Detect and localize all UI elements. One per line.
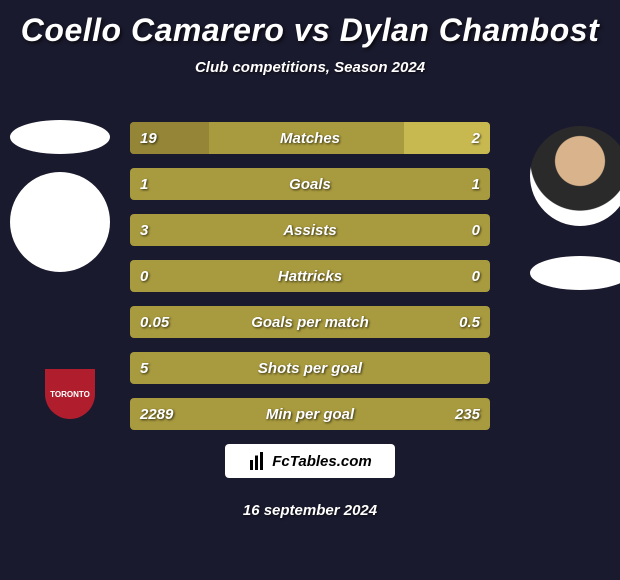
brand-text: FcTables.com [272,453,371,470]
player-right-avatar [530,126,620,226]
stat-label: Assists [130,222,490,239]
stat-row: 19Matches2 [130,122,490,154]
barchart-icon [248,452,266,470]
page-title: Coello Camarero vs Dylan Chambost [0,0,620,49]
player-left-silhouette [10,120,110,154]
stat-row: 5Shots per goal [130,352,490,384]
stat-value-right: 2 [472,130,480,147]
page-subtitle: Club competitions, Season 2024 [0,59,620,76]
stat-row: 2289Min per goal235 [130,398,490,430]
stat-label: Hattricks [130,268,490,285]
stat-row: 0.05Goals per match0.5 [130,306,490,338]
player-left-avatar: TORONTO [10,172,110,272]
player-right-silhouette [530,256,620,290]
stat-label: Min per goal [130,406,490,423]
stat-value-right: 235 [455,406,480,423]
stat-row: 3Assists0 [130,214,490,246]
stat-label: Goals [130,176,490,193]
stat-row: 0Hattricks0 [130,260,490,292]
stat-label: Matches [130,130,490,147]
team-badge-left: TORONTO [45,369,95,419]
brand-badge[interactable]: FcTables.com [225,444,395,478]
stat-value-right: 0 [472,222,480,239]
stat-value-right: 0.5 [459,314,480,331]
date-text: 16 september 2024 [0,502,620,519]
stat-label: Goals per match [130,314,490,331]
stat-value-right: 1 [472,176,480,193]
stat-label: Shots per goal [130,360,490,377]
stats-container: 19Matches21Goals13Assists00Hattricks00.0… [130,122,490,444]
stat-value-right: 0 [472,268,480,285]
stat-row: 1Goals1 [130,168,490,200]
